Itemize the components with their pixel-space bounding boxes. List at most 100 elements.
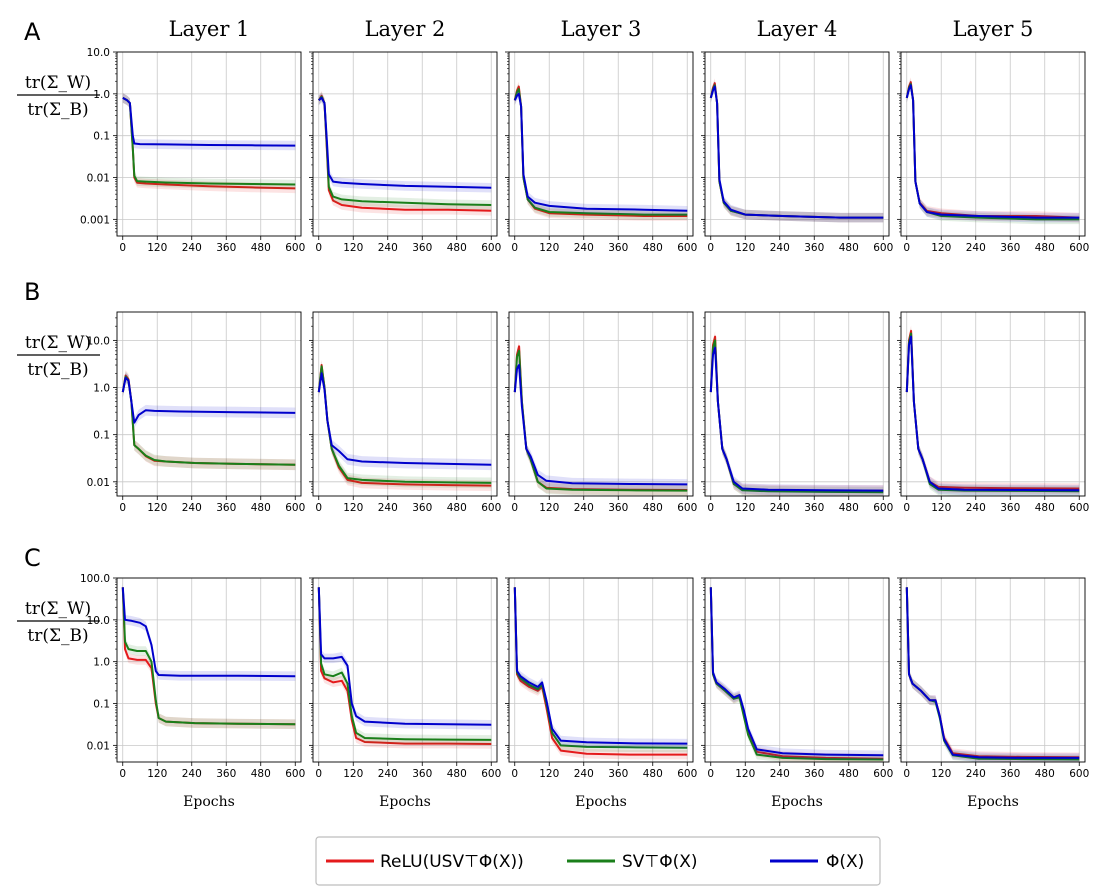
plot-area <box>901 578 1085 762</box>
x-tick-label: 0 <box>119 242 126 254</box>
panel-a-layer-4: 0 120 240 360 480 600 <box>701 51 893 254</box>
x-tick-label: 360 <box>1000 768 1020 780</box>
y-tick-label: 10.0 <box>87 335 110 347</box>
series-band-sv <box>122 93 296 190</box>
plot-frame <box>312 577 498 763</box>
x-tick-label: 240 <box>378 242 398 254</box>
x-tick-label: 0 <box>903 242 910 254</box>
series-line-phi <box>317 372 492 466</box>
x-tick-label: 0 <box>903 768 910 780</box>
x-tick-label: 360 <box>216 502 236 514</box>
x-tick-label: 480 <box>447 768 467 780</box>
plot-frame <box>116 311 302 497</box>
panel-c-layer-3: 0 120 240 360 480 600 Epochs <box>505 577 697 810</box>
x-tick-label: 120 <box>735 768 755 780</box>
x-tick-label: 600 <box>1069 242 1089 254</box>
series-line-sv <box>121 587 296 726</box>
x-tick-label: 600 <box>1069 768 1089 780</box>
y-tick-label: 0.01 <box>87 477 110 489</box>
y-tick-label: 0.01 <box>87 740 110 752</box>
y-label-denominator: tr(Σ_B) <box>27 626 88 646</box>
x-tick-label: 600 <box>677 768 697 780</box>
column-title-layer-4: Layer 4 <box>757 17 838 41</box>
x-tick-label: 360 <box>216 242 236 254</box>
x-tick-label: 600 <box>481 242 501 254</box>
x-tick-label: 600 <box>677 502 697 514</box>
plot-frame <box>312 51 498 237</box>
x-tick-label: 240 <box>770 768 790 780</box>
x-tick-label: 360 <box>412 502 432 514</box>
x-tick-label: 120 <box>147 768 167 780</box>
y-label-numerator: tr(Σ_W) <box>25 599 91 619</box>
plot-area <box>705 578 889 762</box>
plot-area <box>705 312 889 496</box>
series-band-phi <box>514 89 688 216</box>
plot-frame <box>508 51 694 237</box>
plot-area <box>313 578 497 762</box>
x-tick-label: 0 <box>511 768 518 780</box>
x-axis-label: Epochs <box>575 794 627 810</box>
x-tick-label: 240 <box>182 768 202 780</box>
plot-frame <box>900 51 1086 237</box>
plot-frame <box>900 577 1086 763</box>
x-tick-label: 240 <box>966 242 986 254</box>
x-tick-label: 0 <box>119 502 126 514</box>
x-tick-label: 0 <box>315 502 322 514</box>
y-label-numerator: tr(Σ_W) <box>25 73 91 93</box>
x-tick-label: 480 <box>1035 502 1055 514</box>
series-line-phi <box>317 587 492 726</box>
series-line-phi <box>905 84 1080 219</box>
x-tick-label: 240 <box>966 502 986 514</box>
series-line-phi <box>318 96 492 189</box>
x-tick-label: 240 <box>770 242 790 254</box>
x-tick-label: 600 <box>481 768 501 780</box>
x-tick-label: 600 <box>285 242 305 254</box>
x-tick-label: 0 <box>707 242 714 254</box>
x-tick-label: 360 <box>412 242 432 254</box>
x-tick-label: 120 <box>343 768 363 780</box>
x-tick-label: 240 <box>182 242 202 254</box>
y-tick-label: 1.0 <box>93 657 110 669</box>
y-label-numerator: tr(Σ_W) <box>25 333 91 353</box>
x-tick-label: 600 <box>285 768 305 780</box>
series-band-relu <box>122 370 296 471</box>
y-tick-label: 0.001 <box>80 214 110 226</box>
x-tick-label: 120 <box>735 502 755 514</box>
panel-b-layer-5: 0 120 240 360 480 600 <box>897 311 1089 514</box>
panel-b-layer-2: 0 120 240 360 480 600 <box>309 311 501 514</box>
y-axis-label-row-b: tr(Σ_W) tr(Σ_B) <box>17 333 100 380</box>
plot-area <box>509 578 693 762</box>
plot-frame <box>508 577 694 763</box>
x-tick-label: 480 <box>251 768 271 780</box>
x-tick-label: 0 <box>511 502 518 514</box>
x-tick-label: 480 <box>447 502 467 514</box>
y-label-denominator: tr(Σ_B) <box>27 100 88 120</box>
plot-frame <box>704 311 890 497</box>
plot-frame <box>704 51 890 237</box>
y-tick-label: 100.0 <box>80 573 110 585</box>
panel-a-layer-5: 0 120 240 360 480 600 <box>897 51 1089 254</box>
row-label-c: C <box>24 544 41 572</box>
y-axis-label-row-c: tr(Σ_W) tr(Σ_B) <box>17 599 100 646</box>
x-tick-label: 600 <box>873 768 893 780</box>
y-tick-label: 0.1 <box>93 430 110 442</box>
x-tick-label: 240 <box>574 242 594 254</box>
series-line-phi <box>513 587 688 745</box>
plot-frame <box>900 311 1086 497</box>
x-tick-label: 120 <box>931 768 951 780</box>
y-axis-label-row-a: tr(Σ_W) tr(Σ_B) <box>17 73 100 120</box>
panel-b-layer-4: 0 120 240 360 480 600 <box>701 311 893 514</box>
plot-area <box>901 52 1085 236</box>
panel-a-layer-3: 0 120 240 360 480 600 <box>505 51 697 254</box>
x-tick-label: 480 <box>447 242 467 254</box>
series-band-phi <box>122 372 296 428</box>
x-tick-label: 0 <box>315 768 322 780</box>
x-tick-label: 600 <box>873 502 893 514</box>
x-tick-label: 360 <box>608 768 628 780</box>
plot-frame <box>704 577 890 763</box>
x-tick-label: 480 <box>839 768 859 780</box>
series-line-phi <box>122 97 296 147</box>
plot-frame <box>312 311 498 497</box>
legend-label-sv: SV⊤Φ(X) <box>622 852 698 872</box>
